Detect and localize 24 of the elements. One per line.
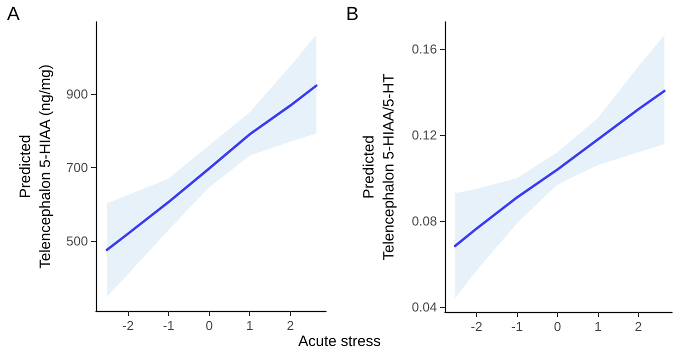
- y-tick-label: 0.16: [412, 42, 437, 57]
- x-tick-label: 2: [286, 318, 294, 333]
- x-tick-label: -1: [162, 318, 174, 333]
- x-tick-label: 2: [634, 319, 642, 334]
- y-tick-label: 900: [66, 86, 88, 102]
- chart-title: B: [346, 4, 359, 25]
- y-tick-label: 500: [66, 234, 88, 249]
- x-axis-title: Acute stress: [297, 333, 382, 350]
- chart-title: A: [7, 4, 20, 25]
- line-series: [106, 84, 318, 252]
- y-axis-title: Predicted Telencephalon 5-HIAA/5-HT: [360, 74, 398, 260]
- x-tick-label: -2: [470, 319, 482, 334]
- y-tick-label: 0.08: [412, 214, 437, 229]
- y-tick-label: 0.12: [412, 128, 437, 143]
- x-tick-label: 0: [206, 318, 213, 333]
- x-tick-label: 1: [594, 319, 602, 334]
- line-series: [454, 90, 666, 248]
- x-tick-label: -1: [511, 319, 523, 334]
- x-tick-label: -2: [122, 318, 134, 333]
- y-tick-label: 700: [66, 160, 88, 175]
- y-tick-label: 0.04: [412, 300, 437, 315]
- x-tick-label: 1: [246, 318, 254, 333]
- x-tick-label: 0: [554, 319, 562, 334]
- y-axis-title: Predicted Telencephalon 5-HIAA (ng/mg): [16, 64, 54, 269]
